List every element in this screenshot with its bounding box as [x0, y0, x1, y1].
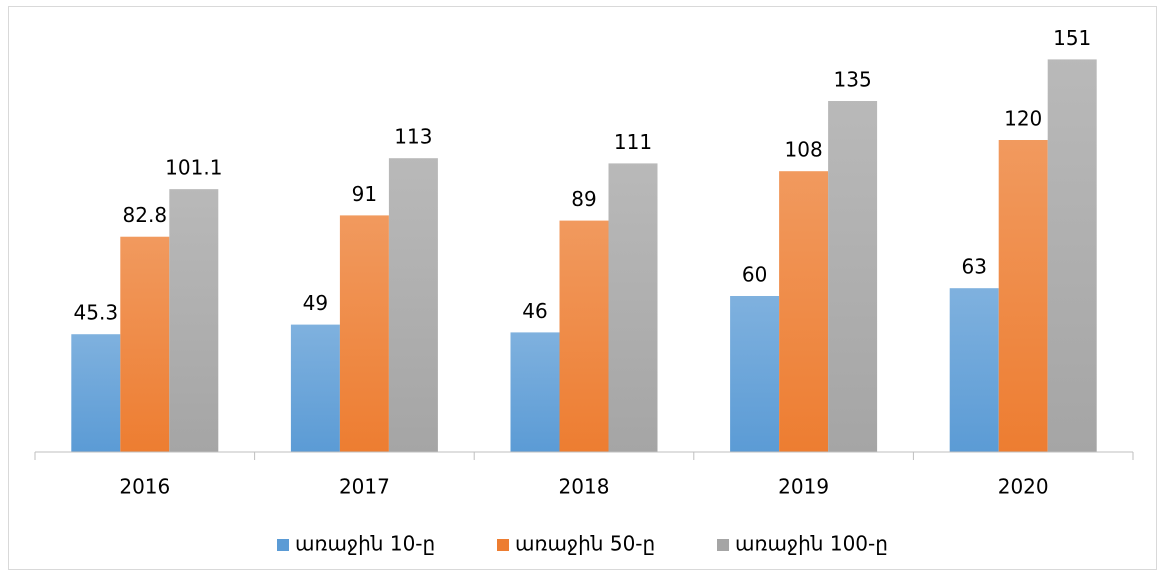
- data-label: 89: [571, 187, 596, 211]
- x-tick-label: 2017: [339, 475, 390, 499]
- bar: [779, 171, 829, 452]
- data-label: 46: [522, 299, 547, 323]
- x-tick-label: 2016: [119, 475, 170, 499]
- legend-label: առաջին 10-ը: [295, 532, 435, 556]
- bar: [828, 101, 878, 452]
- bar: [949, 288, 999, 452]
- data-label: 60: [742, 263, 767, 287]
- data-label: 49: [303, 291, 328, 315]
- x-tick-label: 2018: [559, 475, 610, 499]
- bar: [608, 163, 658, 452]
- bar: [120, 236, 170, 452]
- data-label: 63: [961, 255, 986, 279]
- bar: [1047, 59, 1097, 453]
- bar: [388, 158, 438, 452]
- data-label: 120: [1004, 107, 1042, 131]
- data-label: 108: [785, 138, 823, 162]
- bar: [559, 220, 609, 452]
- data-label: 45.3: [74, 301, 119, 325]
- legend-label: առաջին 100-ը: [735, 532, 888, 556]
- bar: [998, 140, 1048, 452]
- data-label: 111: [614, 130, 652, 154]
- bar: [290, 324, 340, 452]
- data-label: 113: [394, 125, 432, 149]
- data-label: 135: [834, 68, 872, 92]
- data-label: 101.1: [165, 156, 222, 180]
- bar: [71, 334, 121, 452]
- x-tick-label: 2020: [998, 475, 1049, 499]
- bar: [339, 215, 389, 452]
- bar: [510, 332, 560, 452]
- data-label: 91: [352, 182, 377, 206]
- legend-swatch: [277, 539, 289, 551]
- legend-swatch: [497, 539, 509, 551]
- data-label: 151: [1053, 26, 1091, 50]
- legend-swatch: [717, 539, 729, 551]
- data-label: 82.8: [123, 203, 168, 227]
- legend-label: առաջին 50-ը: [515, 532, 655, 556]
- bar: [730, 296, 780, 452]
- x-tick-label: 2019: [778, 475, 829, 499]
- bar: [169, 189, 219, 452]
